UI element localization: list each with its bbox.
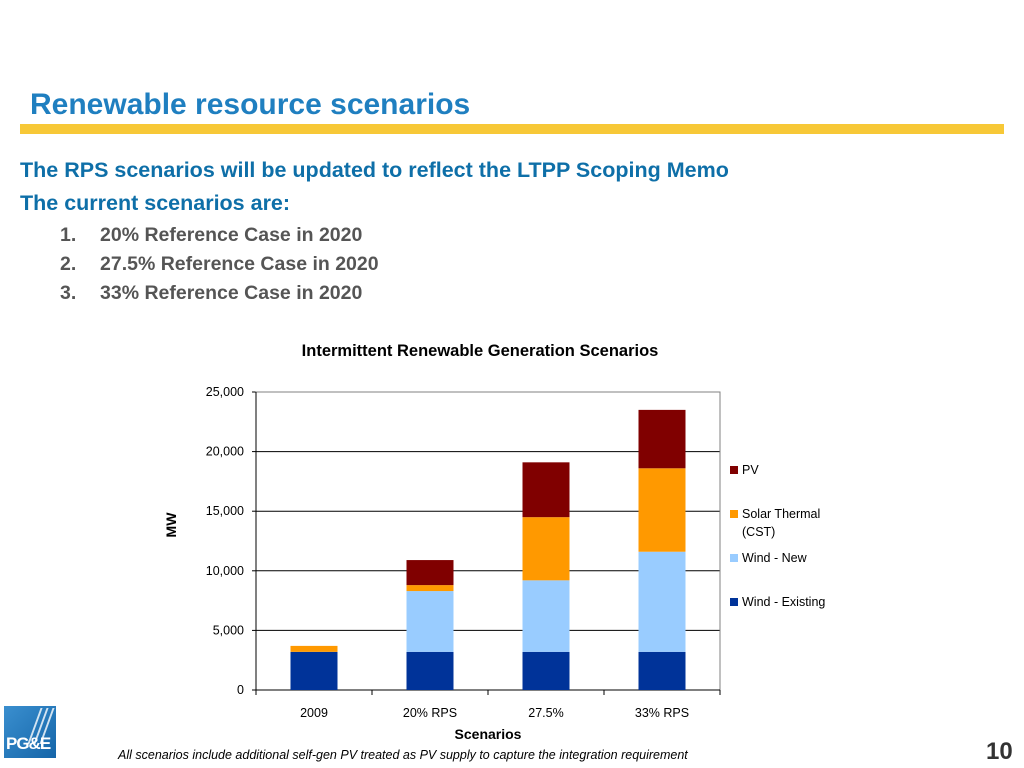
pge-logo: PG&E (4, 706, 56, 758)
footnote: All scenarios include additional self-ge… (118, 748, 688, 762)
bar-solar-thermal-cst (406, 585, 454, 592)
legend-swatch (730, 510, 738, 518)
list-text: 27.5% Reference Case in 2020 (100, 253, 379, 275)
list-number: 3. (60, 282, 77, 304)
y-tick-label: 15,000 (206, 504, 244, 518)
bar-wind-new (638, 551, 686, 652)
list-item-1: 1. 20% Reference Case in 2020 (60, 224, 362, 247)
list-text: 20% Reference Case in 2020 (100, 224, 363, 246)
legend-swatch (730, 598, 738, 606)
page-number: 10 (986, 738, 1013, 765)
legend-swatch (730, 554, 738, 562)
bar-wind-new (522, 580, 570, 652)
bar-wind-existing (522, 651, 570, 690)
y-tick-label: 5,000 (213, 623, 244, 637)
x-tick-label: 20% RPS (403, 706, 457, 720)
x-tick-label: 2009 (300, 706, 328, 720)
headline-1: The RPS scenarios will be updated to ref… (20, 158, 729, 182)
bar-wind-existing (638, 651, 686, 690)
bar-wind-new (406, 591, 454, 652)
bar-pv (638, 409, 686, 469)
bar-solar-thermal-cst (290, 645, 338, 652)
title-rule (20, 124, 1004, 134)
y-axis-label: MW (163, 512, 179, 538)
y-tick-label: 20,000 (206, 445, 244, 459)
legend-label: PV (742, 463, 759, 477)
bar-pv (522, 462, 570, 518)
chart-title: Intermittent Renewable Generation Scenar… (302, 342, 659, 360)
list-number: 2. (60, 253, 77, 275)
headline-2: The current scenarios are: (20, 191, 291, 215)
x-axis-label: Scenarios (455, 726, 522, 742)
list-item-3: 3. 33% Reference Case in 2020 (60, 282, 362, 305)
list-number: 1. (60, 224, 77, 246)
slide-title: Renewable resource scenarios (30, 88, 471, 121)
bar-pv (406, 560, 454, 586)
legend-swatch (730, 466, 738, 474)
legend-label: Wind - Existing (742, 595, 825, 609)
legend-label: (CST) (742, 525, 775, 539)
logo-text: PG&E (6, 734, 51, 753)
legend-label: Wind - New (742, 551, 808, 565)
y-tick-label: 0 (237, 683, 244, 697)
x-tick-label: 27.5% (528, 706, 563, 720)
list-text: 33% Reference Case in 2020 (100, 282, 363, 304)
bar-solar-thermal-cst (522, 517, 570, 581)
y-tick-label: 25,000 (206, 385, 244, 399)
x-tick-label: 33% RPS (635, 706, 689, 720)
bar-solar-thermal-cst (638, 468, 686, 552)
y-tick-label: 10,000 (206, 564, 244, 578)
bar-wind-existing (290, 651, 338, 690)
legend-label: Solar Thermal (742, 507, 820, 521)
list-item-2: 2. 27.5% Reference Case in 2020 (60, 253, 379, 276)
bar-wind-existing (406, 651, 454, 690)
